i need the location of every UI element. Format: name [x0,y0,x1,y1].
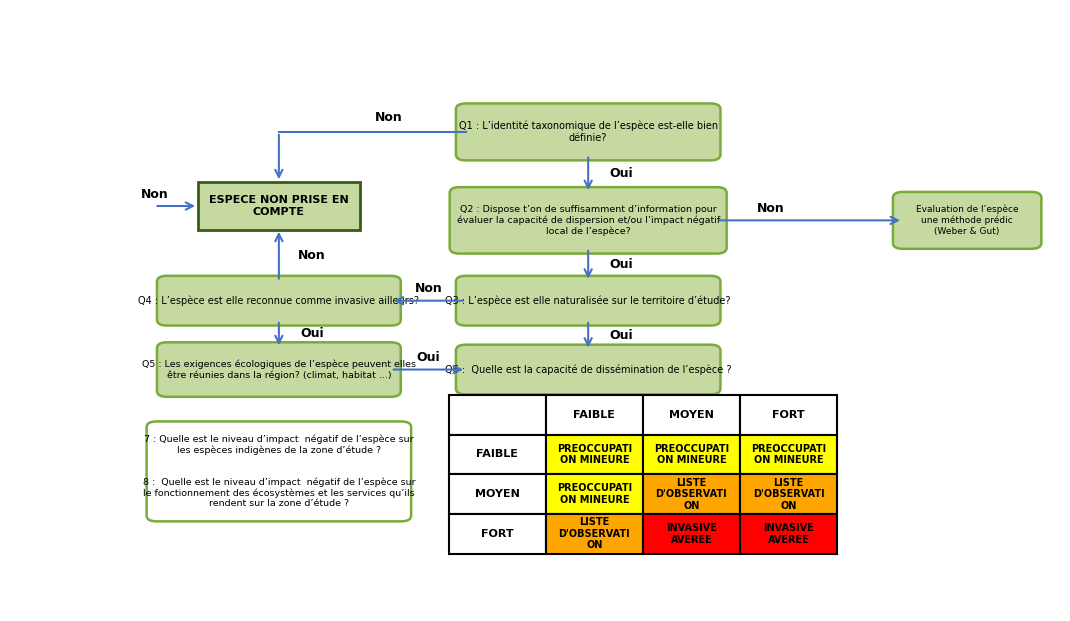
FancyBboxPatch shape [893,192,1041,249]
Bar [198,182,360,230]
Text: ESPECE NON PRISE EN
COMPTE: ESPECE NON PRISE EN COMPTE [209,195,349,217]
Text: Oui: Oui [610,258,633,271]
Text: FORT: FORT [773,410,805,420]
Bar [449,435,546,474]
FancyBboxPatch shape [449,187,727,253]
Text: LISTE
D'OBSERVATI
ON: LISTE D'OBSERVATI ON [656,478,728,510]
Text: Oui: Oui [610,167,633,180]
Bar [643,395,740,435]
FancyBboxPatch shape [456,104,720,160]
Text: PREOCCUPATI
ON MINEURE: PREOCCUPATI ON MINEURE [751,443,826,465]
Bar [546,435,643,474]
Text: Q6 :  Quelle est la capacité de dissémination de l’espèce ?: Q6 : Quelle est la capacité de dissémina… [445,365,732,375]
Bar [643,514,740,554]
Bar [740,435,837,474]
FancyBboxPatch shape [157,276,401,325]
Text: Non: Non [376,111,402,124]
Text: Oui: Oui [610,329,633,342]
Bar [643,474,740,514]
Bar [449,395,546,435]
Text: Oui: Oui [301,327,324,340]
Text: LISTE
D'OBSERVATI
ON: LISTE D'OBSERVATI ON [752,478,824,510]
Bar [740,514,837,554]
FancyBboxPatch shape [456,276,720,325]
FancyBboxPatch shape [157,342,401,397]
Bar [740,474,837,514]
Bar [449,514,546,554]
Bar [546,474,643,514]
Text: MOYEN: MOYEN [669,410,714,420]
Text: Oui: Oui [416,351,440,364]
Text: Q2 : Dispose t’on de suffisamment d’information pour
évaluer la capacité de disp: Q2 : Dispose t’on de suffisamment d’info… [457,205,720,236]
Text: Q5 : Les exigences écologiques de l’espèce peuvent elles
être réunies dans la ré: Q5 : Les exigences écologiques de l’espè… [142,360,416,380]
Bar [643,435,740,474]
Text: Q3 : L’espèce est elle naturalisée sur le territoire d’étude?: Q3 : L’espèce est elle naturalisée sur l… [445,296,731,306]
Text: INVASIVE
AVEREE: INVASIVE AVEREE [666,523,717,545]
Text: Non: Non [756,202,784,215]
Text: PREOCCUPATI
ON MINEURE: PREOCCUPATI ON MINEURE [556,483,632,505]
Text: Non: Non [414,282,442,295]
Bar [546,395,643,435]
Text: Non: Non [299,249,326,262]
Text: FAIBLE: FAIBLE [574,410,615,420]
Bar [449,474,546,514]
Text: LISTE
D'OBSERVATI
ON: LISTE D'OBSERVATI ON [559,517,630,550]
Text: INVASIVE
AVEREE: INVASIVE AVEREE [763,523,814,545]
Text: Evaluation de l’espèce
une méthode prédic
(Weber & Gut): Evaluation de l’espèce une méthode prédi… [916,205,1019,236]
Bar [546,514,643,554]
FancyBboxPatch shape [147,422,411,522]
Text: PREOCCUPATI
ON MINEURE: PREOCCUPATI ON MINEURE [556,443,632,465]
Text: Non: Non [140,188,168,201]
Bar [740,395,837,435]
Text: Q1 : L’identité taxonomique de l’espèce est-elle bien
définie?: Q1 : L’identité taxonomique de l’espèce … [459,121,718,143]
Text: FORT: FORT [482,529,514,539]
Text: MOYEN: MOYEN [475,489,520,499]
FancyBboxPatch shape [456,345,720,394]
Text: PREOCCUPATI
ON MINEURE: PREOCCUPATI ON MINEURE [654,443,729,465]
Text: 7 : Quelle est le niveau d’impact  négatif de l’espèce sur
les espèces indigènes: 7 : Quelle est le niveau d’impact négati… [142,435,415,508]
Text: Q4 : L’espèce est elle reconnue comme invasive ailleurs?: Q4 : L’espèce est elle reconnue comme in… [138,296,419,306]
Text: FAIBLE: FAIBLE [476,450,518,460]
